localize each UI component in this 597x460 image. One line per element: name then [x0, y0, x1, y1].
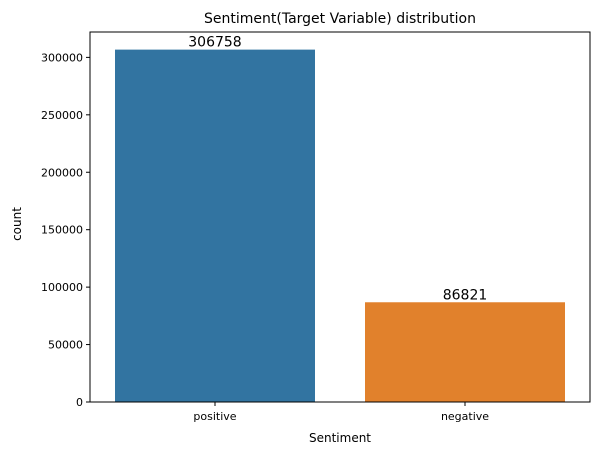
x-axis-ticks: positive negative: [193, 402, 489, 423]
chart-title: Sentiment(Target Variable) distribution: [204, 11, 476, 27]
bar-negative: [365, 302, 565, 402]
x-axis-label: Sentiment: [309, 431, 371, 445]
bar-positive: [115, 49, 315, 403]
y-tick-label: 200000: [41, 166, 83, 179]
data-label-positive: 306758: [188, 35, 241, 51]
y-tick-label: 100000: [41, 281, 83, 294]
y-axis-ticks: 0 50000 100000 150000 200000 250000 300000: [41, 51, 90, 409]
data-label-negative: 86821: [443, 287, 488, 303]
y-tick-label: 150000: [41, 224, 83, 237]
x-tick-label-positive: positive: [193, 410, 236, 423]
y-tick-label: 250000: [41, 109, 83, 122]
data-labels-group: 306758 86821: [188, 35, 487, 304]
y-tick-label: 300000: [41, 51, 83, 64]
plot-frame: [89, 31, 591, 403]
bars-group: [115, 49, 565, 403]
y-axis-label: count: [10, 207, 24, 241]
y-tick-label: 50000: [48, 339, 83, 352]
y-tick-label: 0: [76, 396, 83, 409]
x-tick-label-negative: negative: [441, 410, 489, 423]
